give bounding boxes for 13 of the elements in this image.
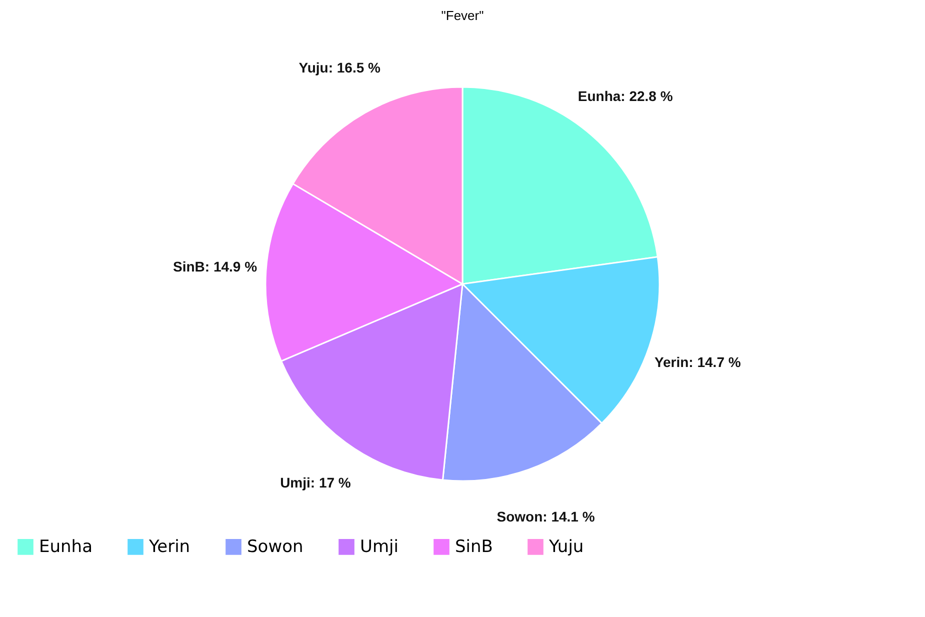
legend-label: Yuju — [548, 536, 584, 557]
data-label: Umji: 17 % — [280, 474, 352, 491]
data-label: Yuju: 16.5 % — [298, 60, 382, 76]
data-label: Sowon: 14.1 % — [496, 508, 596, 525]
legend-label: Eunha — [39, 536, 92, 557]
legend-label: Umji — [360, 536, 398, 557]
chart-title: "Fever" — [441, 8, 484, 23]
legend-label: Sowon — [247, 536, 304, 557]
legend-label: Yerin — [148, 536, 190, 557]
data-label: Eunha: 22.8 % — [578, 88, 674, 104]
legend-label: SinB — [455, 536, 493, 557]
data-label: SinB: 14.9 % — [173, 258, 258, 275]
data-label: Yerin: 14.7 % — [654, 354, 742, 370]
